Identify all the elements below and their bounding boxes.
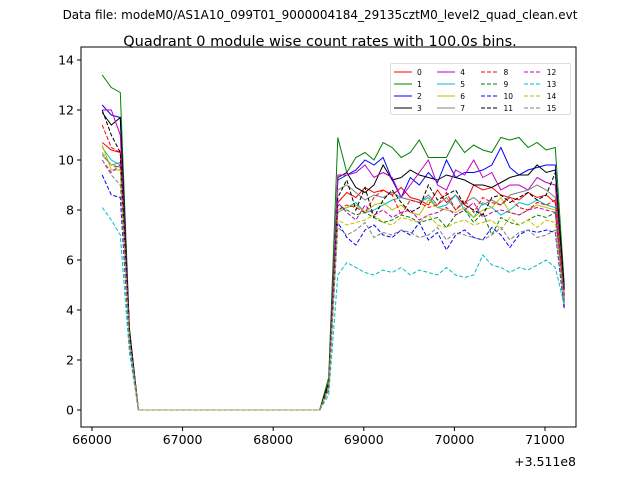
legend: 0 1 2 3 4 5 6 7 8 9 10 11 12 13 14 15: [390, 63, 571, 115]
legend-item-7: 7: [437, 102, 480, 114]
legend-label: 1: [417, 79, 422, 89]
legend-label: 14: [546, 91, 557, 101]
legend-swatch: [480, 71, 499, 73]
legend-swatch: [480, 107, 499, 109]
legend-swatch: [480, 95, 499, 97]
legend-item-14: 14: [523, 90, 567, 102]
chart-title: Quadrant 0 module wise count rates with …: [123, 34, 517, 50]
legend-label: 4: [460, 67, 466, 77]
legend-label: 11: [503, 103, 514, 113]
legend-item-2: 2: [394, 90, 437, 102]
legend-item-1: 1: [394, 78, 437, 90]
x-offset-label: +3.511e8: [514, 454, 576, 469]
legend-item-3: 3: [394, 102, 437, 114]
legend-swatch: [523, 95, 542, 97]
y-tick-label: 4: [66, 303, 74, 318]
y-tick-label: 8: [66, 203, 74, 218]
y-tick-label: 6: [66, 253, 74, 268]
legend-swatch: [523, 71, 542, 73]
legend-swatch: [394, 95, 412, 97]
x-tick-label: 68000: [253, 432, 293, 447]
legend-item-9: 9: [480, 78, 524, 90]
x-tick-label: 69000: [344, 432, 384, 447]
legend-item-11: 11: [480, 102, 524, 114]
legend-label: 3: [417, 103, 422, 113]
legend-label: 0: [417, 67, 422, 77]
legend-item-13: 13: [523, 78, 567, 90]
y-tick-label: 2: [66, 353, 74, 368]
legend-swatch: [437, 95, 456, 97]
legend-label: 9: [503, 79, 509, 89]
legend-swatch: [394, 83, 412, 85]
legend-item-5: 5: [437, 78, 480, 90]
x-tick-label: 70000: [435, 432, 475, 447]
legend-item-0: 0: [394, 66, 437, 78]
legend-item-10: 10: [480, 90, 524, 102]
series-line-1: [101, 74, 565, 411]
legend-swatch: [437, 71, 456, 73]
legend-label: 5: [460, 79, 466, 89]
x-tick-label: 71000: [525, 432, 565, 447]
legend-item-8: 8: [480, 66, 524, 78]
legend-item-12: 12: [523, 66, 567, 78]
legend-label: 15: [546, 103, 557, 113]
y-tick-label: 14: [58, 53, 74, 68]
legend-label: 12: [546, 67, 557, 77]
legend-item-4: 4: [437, 66, 480, 78]
legend-label: 13: [546, 79, 557, 89]
data-file-subtitle: Data file: modeM0/AS1A10_099T01_90000041…: [62, 8, 578, 22]
legend-label: 7: [460, 103, 466, 113]
axes-frame: [80, 46, 577, 428]
legend-label: 2: [417, 91, 422, 101]
legend-swatch: [394, 107, 412, 109]
legend-swatch: [437, 83, 456, 85]
legend-item-6: 6: [437, 90, 480, 102]
x-tick-label: 67000: [163, 432, 203, 447]
legend-swatch: [480, 83, 499, 85]
x-tick-label: 66000: [72, 432, 112, 447]
y-tick-label: 10: [58, 153, 74, 168]
legend-label: 8: [503, 67, 509, 77]
legend-item-15: 15: [523, 102, 567, 114]
legend-swatch: [523, 107, 542, 109]
legend-swatch: [437, 107, 456, 109]
y-tick-label: 12: [58, 103, 74, 118]
legend-swatch: [523, 83, 542, 85]
legend-label: 6: [460, 91, 466, 101]
y-tick-label: 0: [66, 403, 74, 418]
legend-swatch: [394, 71, 412, 73]
series-line-15: [101, 159, 565, 411]
legend-label: 10: [503, 91, 514, 101]
